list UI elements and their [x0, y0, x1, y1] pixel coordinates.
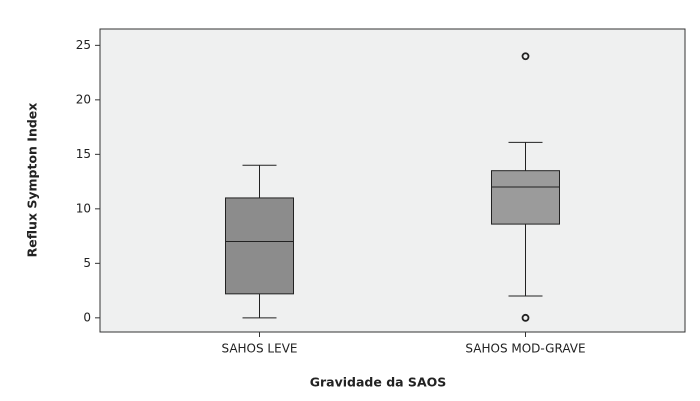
x-tick-label: SAHOS LEVE — [221, 342, 297, 356]
y-axis-title: Reflux Sympton Index — [25, 103, 40, 258]
y-tick-label: 5 — [83, 256, 91, 270]
x-tick-label: SAHOS MOD-GRAVE — [465, 342, 585, 356]
box — [225, 197, 294, 295]
box — [491, 170, 560, 225]
y-tick-label: 15 — [76, 147, 91, 161]
y-tick-label: 25 — [76, 38, 91, 52]
plot-area — [99, 28, 686, 333]
y-tick-label: 10 — [76, 201, 91, 215]
y-tick-label: 20 — [76, 92, 91, 106]
outlier — [521, 52, 530, 61]
outlier — [521, 313, 530, 322]
y-tick-label: 0 — [83, 310, 91, 324]
x-axis-title: Gravidade da SAOS — [310, 375, 447, 390]
